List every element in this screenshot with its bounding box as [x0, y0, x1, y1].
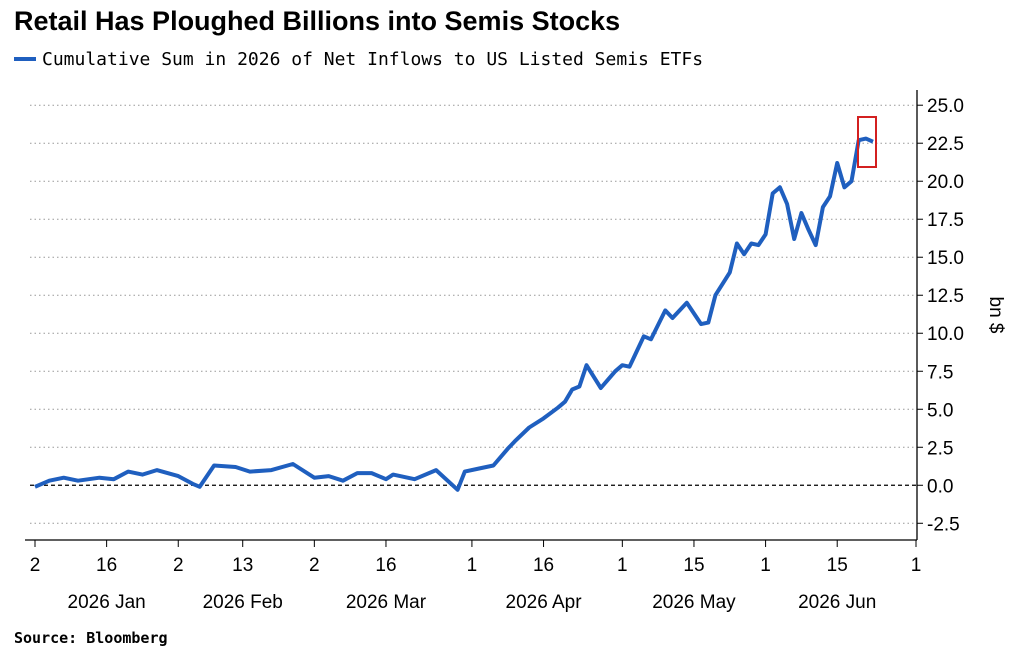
y-tick-label: 0.0: [927, 476, 953, 497]
x-tick-label: 13: [232, 555, 253, 576]
x-tick-label: 16: [533, 555, 554, 576]
x-group-label: 2026 Apr: [506, 592, 583, 613]
y-tick-label: -2.5: [927, 514, 960, 535]
x-tick-label: 2: [309, 555, 320, 576]
y-tick-label: 7.5: [927, 362, 953, 383]
x-tick-label: 15: [683, 555, 704, 576]
y-tick-label: 20.0: [927, 172, 964, 193]
y-tick-label: 5.0: [927, 400, 953, 421]
x-tick-label: 16: [96, 555, 117, 576]
y-tick-label: 17.5: [927, 210, 964, 231]
x-group-label: 2026 Mar: [346, 592, 427, 613]
series-line: [34, 136, 874, 492]
x-group-label: 2026 May: [652, 592, 736, 613]
chart-title: Retail Has Ploughed Billions into Semis …: [14, 6, 620, 36]
legend-label: Cumulative Sum in 2026 of Net Inflows to…: [42, 49, 703, 70]
x-tick-label: 1: [467, 555, 478, 576]
y-tick-label: 15.0: [927, 248, 964, 269]
y-tick-label: 25.0: [927, 96, 964, 117]
x-group-label: 2026 Jan: [68, 592, 146, 613]
x-tick-label: 1: [760, 555, 771, 576]
x-group-label: 2026 Jun: [798, 592, 876, 613]
highlight-box: [857, 116, 877, 168]
y-tick-label: 10.0: [927, 324, 964, 345]
y-tick-label: 22.5: [927, 134, 964, 155]
y-tick-label: 12.5: [927, 286, 964, 307]
x-tick-label: 2: [30, 555, 41, 576]
x-tick-label: 1: [911, 555, 922, 576]
source: Source: Bloomberg: [14, 629, 168, 647]
x-tick-label: 15: [827, 555, 848, 576]
x-tick-label: 16: [375, 555, 396, 576]
x-group-label: 2026 Feb: [203, 592, 283, 613]
y-axis-label: bn $: [985, 297, 1006, 334]
y-tick-label: 2.5: [927, 438, 953, 459]
x-tick-label: 1: [617, 555, 628, 576]
x-tick-label: 2: [173, 555, 184, 576]
